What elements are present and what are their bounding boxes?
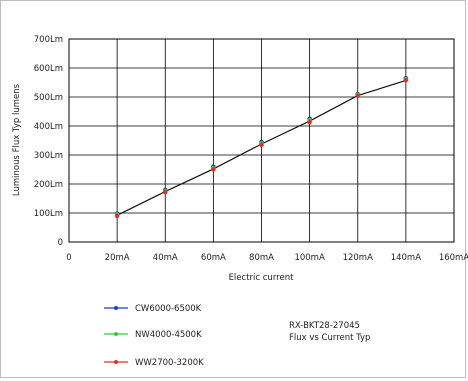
data-point [307,119,312,125]
data-point [211,167,216,172]
data-point [162,189,168,195]
legend-label-cw: CW6000-6500K [135,304,202,314]
data-point [403,77,409,83]
y-tick-labels: 0 100Lm 200Lm 300Lm 400Lm 500Lm 600Lm 700Lm [34,35,63,248]
data-point [114,213,120,219]
legend-label-nw: NW4000-4500K [135,330,202,340]
y-tick-label: 300Lm [34,151,63,161]
y-tick-label: 200Lm [34,180,63,190]
annotation-line-2: Flux vs Current Typ [289,333,370,343]
y-tick-label: 100Lm [34,209,63,219]
x-tick-label: 140mA [391,253,422,263]
legend-label-ww: WW2700-3200K [135,358,204,368]
x-tick-labels: 0 20mA 40mA 60mA 80mA 100mA 120mA 140mA 160mA [66,253,468,263]
y-tick-label: 0 [58,238,63,248]
legend-item-ww: WW2700-3200K [104,358,204,368]
y-tick-label: 700Lm [34,35,63,45]
legend: CW6000-6500K NW4000-4500K WW2700-3200K [104,304,204,368]
annotation-line-1: RX-BKT28-27045 [289,321,360,331]
data-point [259,142,264,148]
legend-marker-ww [114,360,118,364]
x-tick-label: 0 [66,253,71,263]
chart-series [114,75,409,219]
x-axis-title: Electric current [229,273,295,283]
y-tick-label: 400Lm [34,122,63,132]
legend-item-cw: CW6000-6500K [104,304,202,314]
x-tick-label: 20mA [105,253,130,263]
series-ww2700-3200k [114,77,409,219]
x-tick-label: 160mA [439,253,468,263]
data-point [355,93,361,98]
legend-marker-nw [114,332,118,336]
chart-grid [68,38,455,243]
legend-marker-cw [114,306,118,310]
x-tick-label: 100mA [294,253,325,263]
y-tick-label: 600Lm [34,64,63,74]
y-axis-title: Luminous Flux Typ lumens [12,83,22,196]
legend-item-nw: NW4000-4500K [104,330,202,340]
x-tick-label: 60mA [201,253,226,263]
y-tick-label: 500Lm [34,93,63,103]
x-tick-label: 80mA [249,253,274,263]
x-tick-label: 120mA [343,253,374,263]
x-tick-label: 40mA [153,253,178,263]
